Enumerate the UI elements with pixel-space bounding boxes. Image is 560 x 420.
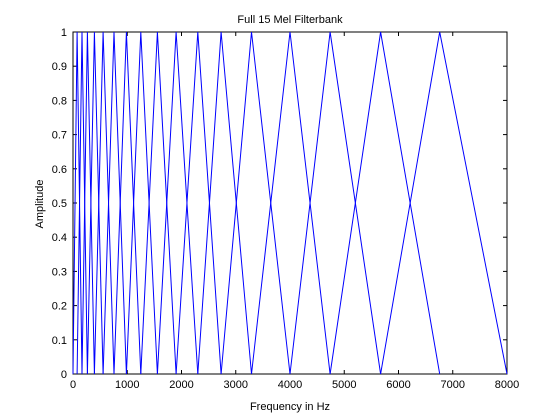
y-tick-label: 0.1	[52, 335, 67, 347]
y-tick-label: 0.9	[52, 61, 67, 73]
filter-lines	[72, 31, 508, 375]
axis-ticks	[72, 31, 508, 375]
mel-filter-4	[86, 31, 104, 375]
x-axis-label: Frequency in Hz	[250, 401, 330, 413]
mel-filter-9	[140, 31, 177, 375]
mel-filter-10	[156, 31, 199, 375]
y-tick-label: 0.6	[52, 164, 67, 176]
mel-filter-1	[72, 31, 83, 375]
x-tick-label: 6000	[386, 379, 410, 391]
y-tick-label: 0.4	[52, 232, 67, 244]
y-axis-label: Amplitude	[34, 180, 46, 229]
mel-filter-8	[125, 31, 158, 375]
mel-filter-13	[220, 31, 291, 375]
y-tick-label: 0.7	[52, 130, 67, 142]
mel-filter-16	[329, 31, 441, 375]
x-tick-label: 7000	[441, 379, 465, 391]
y-tick-label: 0.3	[52, 266, 67, 278]
mel-filter-14	[251, 31, 331, 375]
x-tick-label: 5000	[332, 379, 356, 391]
mel-filter-7	[113, 31, 142, 375]
mel-filter-6	[102, 31, 127, 375]
x-tick-label: 3000	[224, 379, 248, 391]
mel-filter-3	[81, 31, 95, 375]
axis-tick-labels: 0 1000 2000 3000 4000 5000 6000 7000 8000 0 0.1 0.2…	[52, 27, 520, 391]
mel-filter-2	[76, 31, 88, 375]
chart-title: Full 15 Mel Filterbank	[237, 14, 343, 26]
mel-filter-17	[380, 31, 508, 375]
x-tick-label: 8000	[495, 379, 519, 391]
y-tick-label: 0.8	[52, 95, 67, 107]
y-tick-label: 0.2	[52, 301, 67, 313]
x-tick-label: 1000	[115, 379, 139, 391]
mel-filter-5	[93, 31, 115, 375]
x-tick-label: 0	[70, 379, 76, 391]
y-tick-label: 1	[61, 27, 67, 39]
x-tick-label: 2000	[169, 379, 193, 391]
mel-filter-15	[289, 31, 382, 375]
mel-filter-11	[175, 31, 222, 375]
plot-area-frame	[72, 31, 508, 375]
x-tick-label: 4000	[278, 379, 302, 391]
y-tick-label: 0	[61, 369, 67, 381]
mel-filter-12	[197, 31, 252, 375]
y-tick-label: 0.5	[52, 198, 67, 210]
